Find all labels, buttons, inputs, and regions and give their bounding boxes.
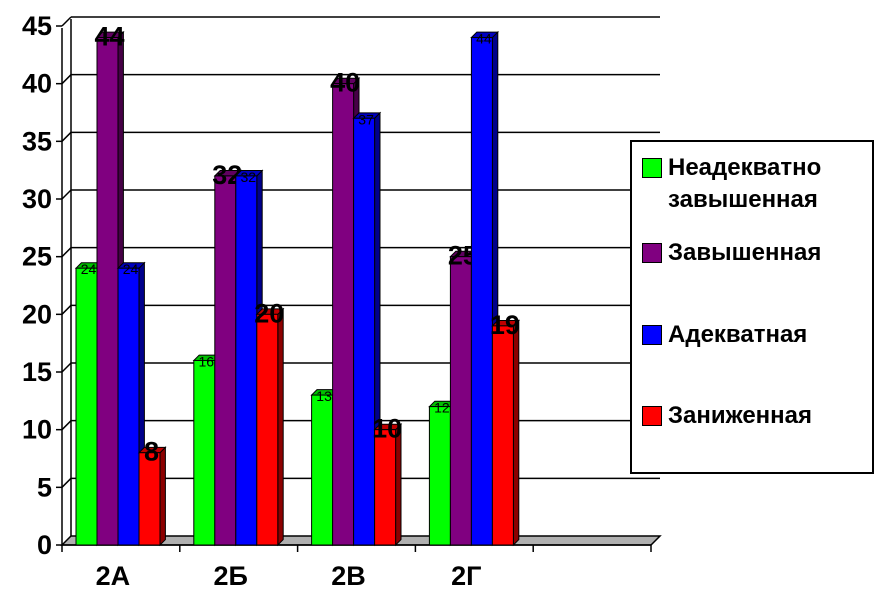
gridline-diagonal (61, 304, 72, 315)
x-tick-label: 2Г (451, 561, 481, 591)
gridline-diagonal (61, 477, 72, 488)
legend-label-1: Неадекватно завышенная (668, 154, 822, 213)
bar (428, 406, 451, 546)
legend-item-3: Адекватная (642, 319, 807, 351)
bar-side (277, 307, 284, 547)
data-label: 44 (94, 22, 124, 52)
legend-item-2: Завышенная (642, 237, 821, 269)
bar (214, 175, 237, 546)
y-tick-label: 40 (22, 69, 52, 99)
y-tick-label: 10 (22, 415, 52, 445)
data-label: 16 (199, 353, 215, 369)
legend: Неадекватно завышенная Завышенная Адеква… (630, 140, 874, 474)
bar (374, 429, 397, 546)
legend-swatch-1 (642, 158, 662, 178)
gridline-diagonal (61, 420, 72, 431)
gridline-diagonal (61, 74, 72, 85)
bar-side (159, 446, 166, 547)
legend-item-4: Заниженная (642, 400, 812, 432)
bar (235, 175, 258, 546)
gridline-diagonal (61, 189, 72, 200)
y-tick-label: 25 (22, 242, 52, 272)
data-label: 19 (490, 310, 520, 340)
legend-swatch-4 (642, 406, 662, 426)
y-tick-label: 20 (22, 299, 52, 329)
y-tick-label: 30 (22, 184, 52, 214)
legend-label-4: Заниженная (668, 402, 813, 429)
data-label: 8 (144, 437, 159, 467)
data-label: 32 (241, 169, 257, 185)
y-tick-label: 45 (22, 11, 52, 41)
bar (117, 267, 140, 546)
bar (311, 394, 334, 546)
y-tick-label: 0 (37, 530, 52, 560)
data-label: 12 (434, 400, 450, 416)
legend-item-1: Неадекватно завышенная (642, 152, 821, 216)
x-tick-label: 2А (96, 561, 131, 591)
bar-side (512, 319, 520, 547)
x-tick-label: 2Б (213, 561, 247, 591)
data-label: 24 (123, 261, 139, 277)
data-label: 10 (372, 414, 402, 444)
y-tick-label: 5 (37, 472, 52, 502)
x-tick-label: 2В (331, 561, 366, 591)
legend-swatch-3 (642, 325, 662, 345)
legend-label-3: Адекватная (668, 321, 808, 348)
legend-swatch-2 (642, 243, 662, 263)
bar (332, 83, 355, 546)
y-tick-label: 35 (22, 126, 52, 156)
legend-label-2: Завышенная (668, 239, 822, 266)
bar (470, 37, 493, 546)
data-label: 40 (330, 68, 360, 98)
bar (491, 325, 514, 546)
gridline-diagonal (61, 362, 72, 373)
gridline-diagonal (61, 16, 72, 27)
bar (138, 452, 161, 546)
data-label: 24 (81, 261, 97, 277)
bar (449, 256, 472, 546)
data-label: 20 (254, 298, 284, 328)
y-tick-label: 15 (22, 357, 52, 387)
bar (256, 313, 279, 546)
data-label: 44 (476, 31, 492, 47)
bar (75, 267, 98, 546)
data-label: 13 (316, 388, 332, 404)
data-label: 37 (358, 111, 374, 127)
gridline-diagonal (61, 131, 72, 142)
bar (96, 37, 119, 546)
bar (353, 117, 376, 546)
bar (193, 359, 216, 546)
gridline-diagonal (61, 247, 72, 258)
